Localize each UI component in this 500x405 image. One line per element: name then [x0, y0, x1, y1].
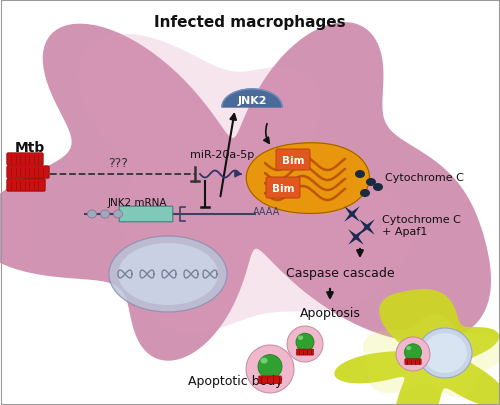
Text: JNK2: JNK2 [238, 96, 267, 106]
Polygon shape [0, 23, 491, 361]
FancyBboxPatch shape [258, 376, 281, 384]
Text: Caspase cascade: Caspase cascade [286, 267, 395, 280]
Polygon shape [359, 220, 375, 235]
Text: Cytochrome C
+ Apaf1: Cytochrome C + Apaf1 [382, 214, 461, 237]
FancyBboxPatch shape [276, 149, 310, 171]
Ellipse shape [258, 355, 282, 379]
Ellipse shape [418, 328, 472, 378]
Text: Cytochrome C: Cytochrome C [385, 173, 464, 183]
Ellipse shape [246, 345, 294, 393]
Text: Apoptotic body: Apoptotic body [188, 375, 282, 388]
Text: AAAA: AAAA [253, 207, 280, 216]
Ellipse shape [404, 344, 421, 361]
Text: Bim: Bim [272, 183, 294, 193]
Ellipse shape [114, 211, 122, 218]
FancyBboxPatch shape [119, 207, 173, 222]
FancyBboxPatch shape [7, 153, 43, 166]
Text: JNK2 mRNA: JNK2 mRNA [107, 198, 167, 207]
Ellipse shape [100, 211, 110, 218]
Ellipse shape [296, 333, 314, 351]
Ellipse shape [287, 326, 323, 362]
Ellipse shape [109, 237, 227, 312]
Text: Bim: Bim [282, 155, 304, 165]
Text: Mtb: Mtb [15, 141, 45, 155]
Polygon shape [348, 230, 364, 245]
Ellipse shape [396, 337, 430, 371]
Polygon shape [363, 315, 500, 397]
Text: miR-20a-5p: miR-20a-5p [190, 149, 254, 160]
Polygon shape [344, 207, 360, 222]
FancyBboxPatch shape [7, 166, 49, 179]
Polygon shape [222, 90, 282, 108]
FancyBboxPatch shape [7, 179, 45, 192]
Text: Infected macrophages: Infected macrophages [154, 15, 346, 30]
FancyBboxPatch shape [266, 177, 300, 198]
Polygon shape [246, 143, 370, 214]
Polygon shape [334, 290, 500, 405]
Ellipse shape [406, 346, 411, 350]
Ellipse shape [366, 179, 376, 187]
Ellipse shape [88, 211, 96, 218]
Ellipse shape [260, 358, 268, 364]
Text: Apoptosis: Apoptosis [300, 306, 360, 319]
Ellipse shape [118, 243, 218, 305]
FancyBboxPatch shape [296, 349, 314, 355]
Polygon shape [78, 35, 412, 333]
Ellipse shape [360, 190, 370, 198]
FancyBboxPatch shape [405, 359, 421, 364]
Ellipse shape [423, 333, 467, 373]
Ellipse shape [355, 171, 365, 179]
Ellipse shape [298, 336, 303, 340]
Ellipse shape [373, 183, 383, 192]
Text: ???: ??? [108, 156, 128, 169]
